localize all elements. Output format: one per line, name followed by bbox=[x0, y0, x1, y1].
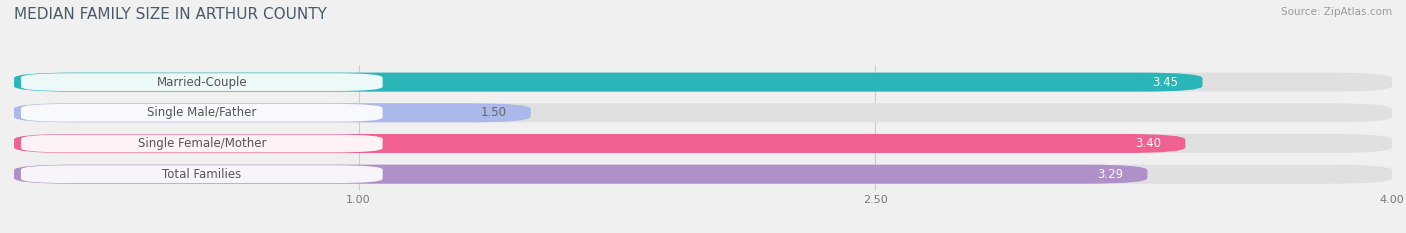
FancyBboxPatch shape bbox=[14, 103, 531, 122]
FancyBboxPatch shape bbox=[21, 135, 382, 152]
Text: Single Female/Mother: Single Female/Mother bbox=[138, 137, 266, 150]
Text: MEDIAN FAMILY SIZE IN ARTHUR COUNTY: MEDIAN FAMILY SIZE IN ARTHUR COUNTY bbox=[14, 7, 328, 22]
FancyBboxPatch shape bbox=[21, 104, 382, 122]
FancyBboxPatch shape bbox=[14, 73, 1392, 92]
Text: 1.50: 1.50 bbox=[481, 106, 506, 119]
FancyBboxPatch shape bbox=[21, 73, 382, 91]
FancyBboxPatch shape bbox=[14, 103, 1392, 122]
FancyBboxPatch shape bbox=[21, 165, 382, 183]
Text: 3.29: 3.29 bbox=[1097, 168, 1123, 181]
FancyBboxPatch shape bbox=[14, 134, 1185, 153]
FancyBboxPatch shape bbox=[14, 134, 1392, 153]
Text: Married-Couple: Married-Couple bbox=[156, 76, 247, 89]
FancyBboxPatch shape bbox=[14, 165, 1147, 184]
Text: 3.40: 3.40 bbox=[1135, 137, 1161, 150]
Text: 3.45: 3.45 bbox=[1153, 76, 1178, 89]
FancyBboxPatch shape bbox=[14, 165, 1392, 184]
FancyBboxPatch shape bbox=[14, 73, 1202, 92]
Text: Total Families: Total Families bbox=[162, 168, 242, 181]
Text: Source: ZipAtlas.com: Source: ZipAtlas.com bbox=[1281, 7, 1392, 17]
Text: Single Male/Father: Single Male/Father bbox=[148, 106, 256, 119]
